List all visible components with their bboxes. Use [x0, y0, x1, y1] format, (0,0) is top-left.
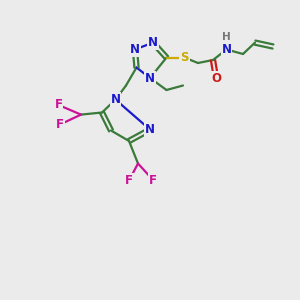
Text: N: N	[130, 43, 140, 56]
Text: N: N	[221, 43, 232, 56]
Text: F: F	[149, 173, 157, 187]
Text: O: O	[211, 71, 221, 85]
Text: N: N	[148, 36, 158, 49]
Text: S: S	[180, 51, 189, 64]
Text: N: N	[145, 71, 155, 85]
Text: N: N	[110, 93, 121, 106]
Text: F: F	[56, 118, 64, 131]
Text: F: F	[125, 174, 133, 187]
Text: N: N	[145, 123, 155, 136]
Text: F: F	[55, 98, 62, 112]
Text: H: H	[222, 32, 231, 42]
